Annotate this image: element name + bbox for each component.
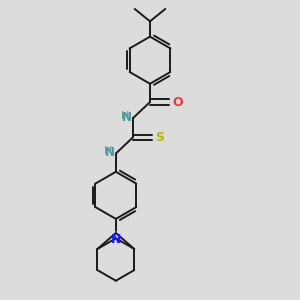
Text: H: H bbox=[121, 111, 129, 121]
Text: N: N bbox=[122, 110, 132, 124]
Text: N: N bbox=[111, 233, 121, 246]
Text: S: S bbox=[156, 131, 165, 144]
Text: H: H bbox=[103, 146, 112, 156]
Text: O: O bbox=[173, 95, 183, 109]
Text: N: N bbox=[105, 146, 115, 159]
